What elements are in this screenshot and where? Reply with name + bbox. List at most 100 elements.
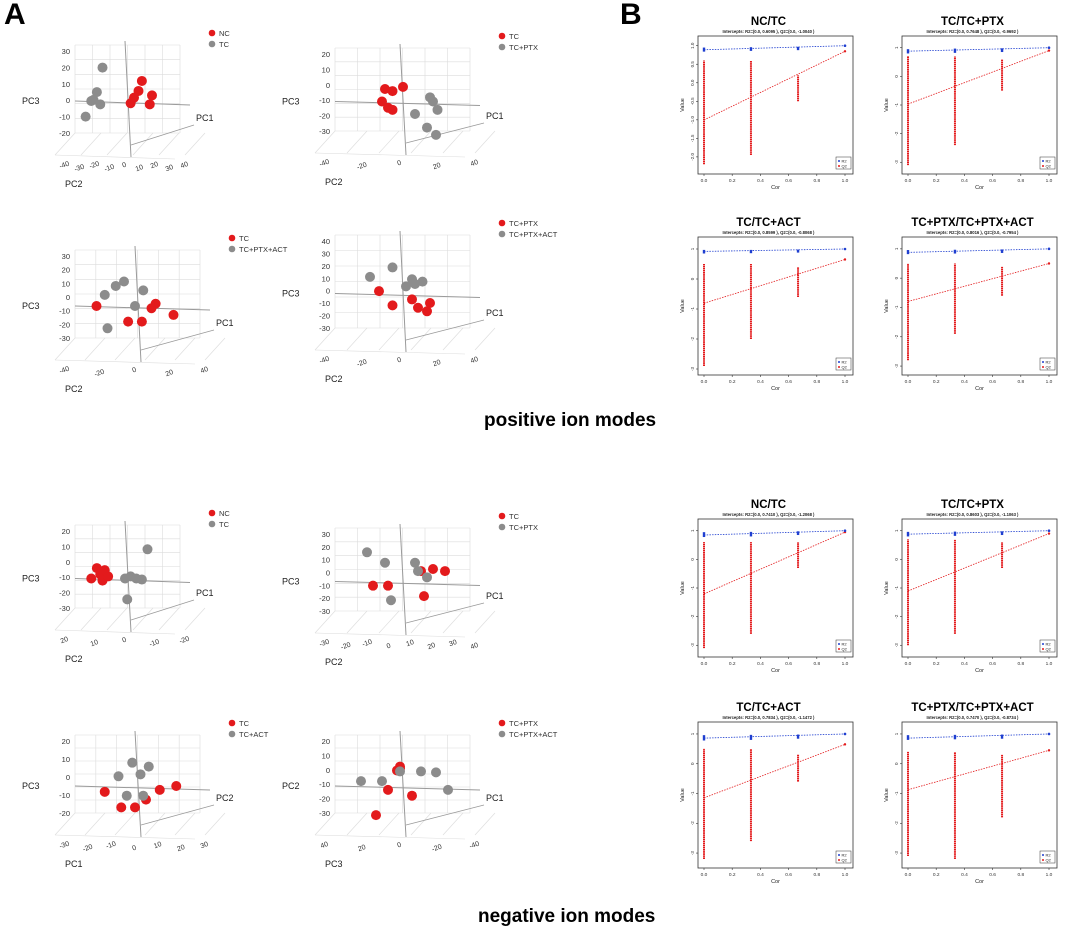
legend-label: R2	[1046, 159, 1052, 164]
r2-regression-line	[703, 530, 846, 536]
axis-label-x: PC1	[486, 591, 504, 601]
point-group2	[122, 594, 133, 605]
legend-label: R2	[842, 159, 848, 164]
legend-label: TC+PTX+ACT	[509, 730, 558, 739]
x-tick-label: -20	[82, 844, 94, 854]
point-group2	[127, 757, 138, 768]
grid-line	[54, 812, 76, 836]
axis-line	[74, 785, 211, 791]
x-tick-label: 20	[176, 844, 186, 853]
z-tick-label: 0	[326, 766, 330, 775]
axis-line	[405, 602, 485, 624]
x-tick-label: -10	[104, 164, 116, 174]
grid-line	[314, 349, 466, 355]
point-group2	[95, 99, 106, 110]
point-group1	[86, 573, 97, 584]
axis-label-x: PC1	[196, 588, 214, 598]
x-axis-label: Cor	[975, 386, 984, 392]
axis-label-y: PC2	[65, 654, 83, 664]
panel-b-letter: B	[620, 0, 642, 31]
x-tick-label: 0.2	[933, 661, 940, 667]
legend-label: R2	[1046, 642, 1052, 647]
x-tick-label: 10	[135, 164, 145, 173]
x-tick-label: -10	[105, 841, 117, 851]
r2-regression-line	[907, 733, 1050, 739]
x-tick-label: 0.4	[961, 379, 968, 385]
x-tick-label: 0	[121, 637, 127, 645]
legend-label: R2	[842, 853, 848, 858]
x-tick-label: 1.0	[842, 178, 849, 184]
x-tick-label: -20	[431, 844, 443, 854]
perm-subtitle: Intercepts: R2=(0.0, 0.8599 ), Q2=(0.0, …	[723, 230, 816, 235]
x-tick-label: -40	[59, 366, 71, 376]
grid-line	[54, 834, 196, 840]
grid-line	[346, 327, 368, 351]
legend-marker	[208, 509, 216, 517]
point-group2	[143, 761, 154, 772]
y-tick-label: -2	[894, 614, 899, 618]
legend-marker	[208, 40, 216, 48]
x-axis-label: Cor	[975, 668, 984, 674]
z-tick-label: 0	[66, 558, 70, 567]
point-group2	[413, 566, 423, 577]
r2-regression-line	[907, 248, 1050, 253]
point-group2	[91, 87, 102, 98]
y-axis-label: Value	[884, 581, 890, 595]
z-tick-label: 40	[322, 237, 330, 246]
legend-marker	[228, 730, 236, 738]
q2-point	[1047, 532, 1051, 535]
x-tick-label: -30	[59, 841, 71, 851]
legend-marker	[498, 32, 506, 40]
axis-line	[405, 319, 485, 341]
legend-label: R2	[842, 360, 848, 365]
y-tick-label: 0	[690, 277, 695, 280]
grid-line	[314, 610, 336, 634]
grid-line	[378, 327, 400, 351]
grid-line	[114, 812, 136, 836]
grid-line	[474, 130, 496, 154]
point-group2	[113, 771, 124, 782]
x-tick-label: 20	[427, 642, 437, 651]
r2-regression-line	[703, 248, 846, 252]
point-group1	[387, 104, 398, 115]
legend-label: Q2	[842, 365, 848, 370]
grid-line	[314, 152, 466, 158]
legend-label: Q2	[842, 647, 848, 652]
grid-line	[84, 812, 106, 836]
grid-line	[378, 130, 400, 154]
x-tick-label: 40	[180, 161, 190, 170]
plot-frame	[901, 35, 1058, 175]
z-tick-label: -20	[319, 594, 330, 603]
perm-title: TC/TC+ACT	[736, 702, 800, 714]
x-tick-label: 1.0	[1046, 379, 1053, 385]
y-axis-label: Value	[680, 581, 686, 595]
point-group2	[431, 767, 441, 778]
perm-title: TC/TC+PTX	[941, 499, 1004, 511]
point-group1	[133, 85, 144, 96]
point-group2	[431, 129, 441, 140]
x-tick-label: 0.0	[905, 661, 912, 667]
legend-marker	[838, 859, 840, 861]
x-tick-label: 0.6	[989, 379, 996, 385]
legend-label: TC+PTX	[509, 43, 538, 52]
x-tick-label: 0.2	[729, 379, 736, 385]
z-tick-label: -10	[319, 299, 330, 308]
positive-mode-label: positive ion modes	[484, 410, 657, 431]
x-tick-label: 0.6	[785, 872, 792, 878]
point-group1	[371, 810, 381, 821]
grid-line	[378, 812, 400, 836]
pca-pos-2: 20 10 0 -10 -20 -30 -40 -20 0 20 40 PC3 PC1 PC2 TC TC+P…	[282, 32, 538, 187]
x-tick-label: -10	[361, 639, 373, 649]
y-tick-label: -0.5	[690, 97, 695, 105]
z-tick-label: 10	[62, 542, 70, 551]
grid-line	[474, 610, 496, 634]
axis-label-z: PC2	[282, 781, 300, 791]
point-group2	[432, 104, 443, 115]
y-axis-label: Value	[680, 98, 686, 112]
x-tick-label: -40	[469, 841, 481, 851]
grid-line	[474, 812, 496, 836]
perm-subtitle: Intercepts: R2=(0.0, 0.8603 ), Q2=(0.0, …	[927, 512, 1020, 517]
grid-line	[158, 132, 180, 156]
x-tick-label: 0.6	[989, 872, 996, 878]
